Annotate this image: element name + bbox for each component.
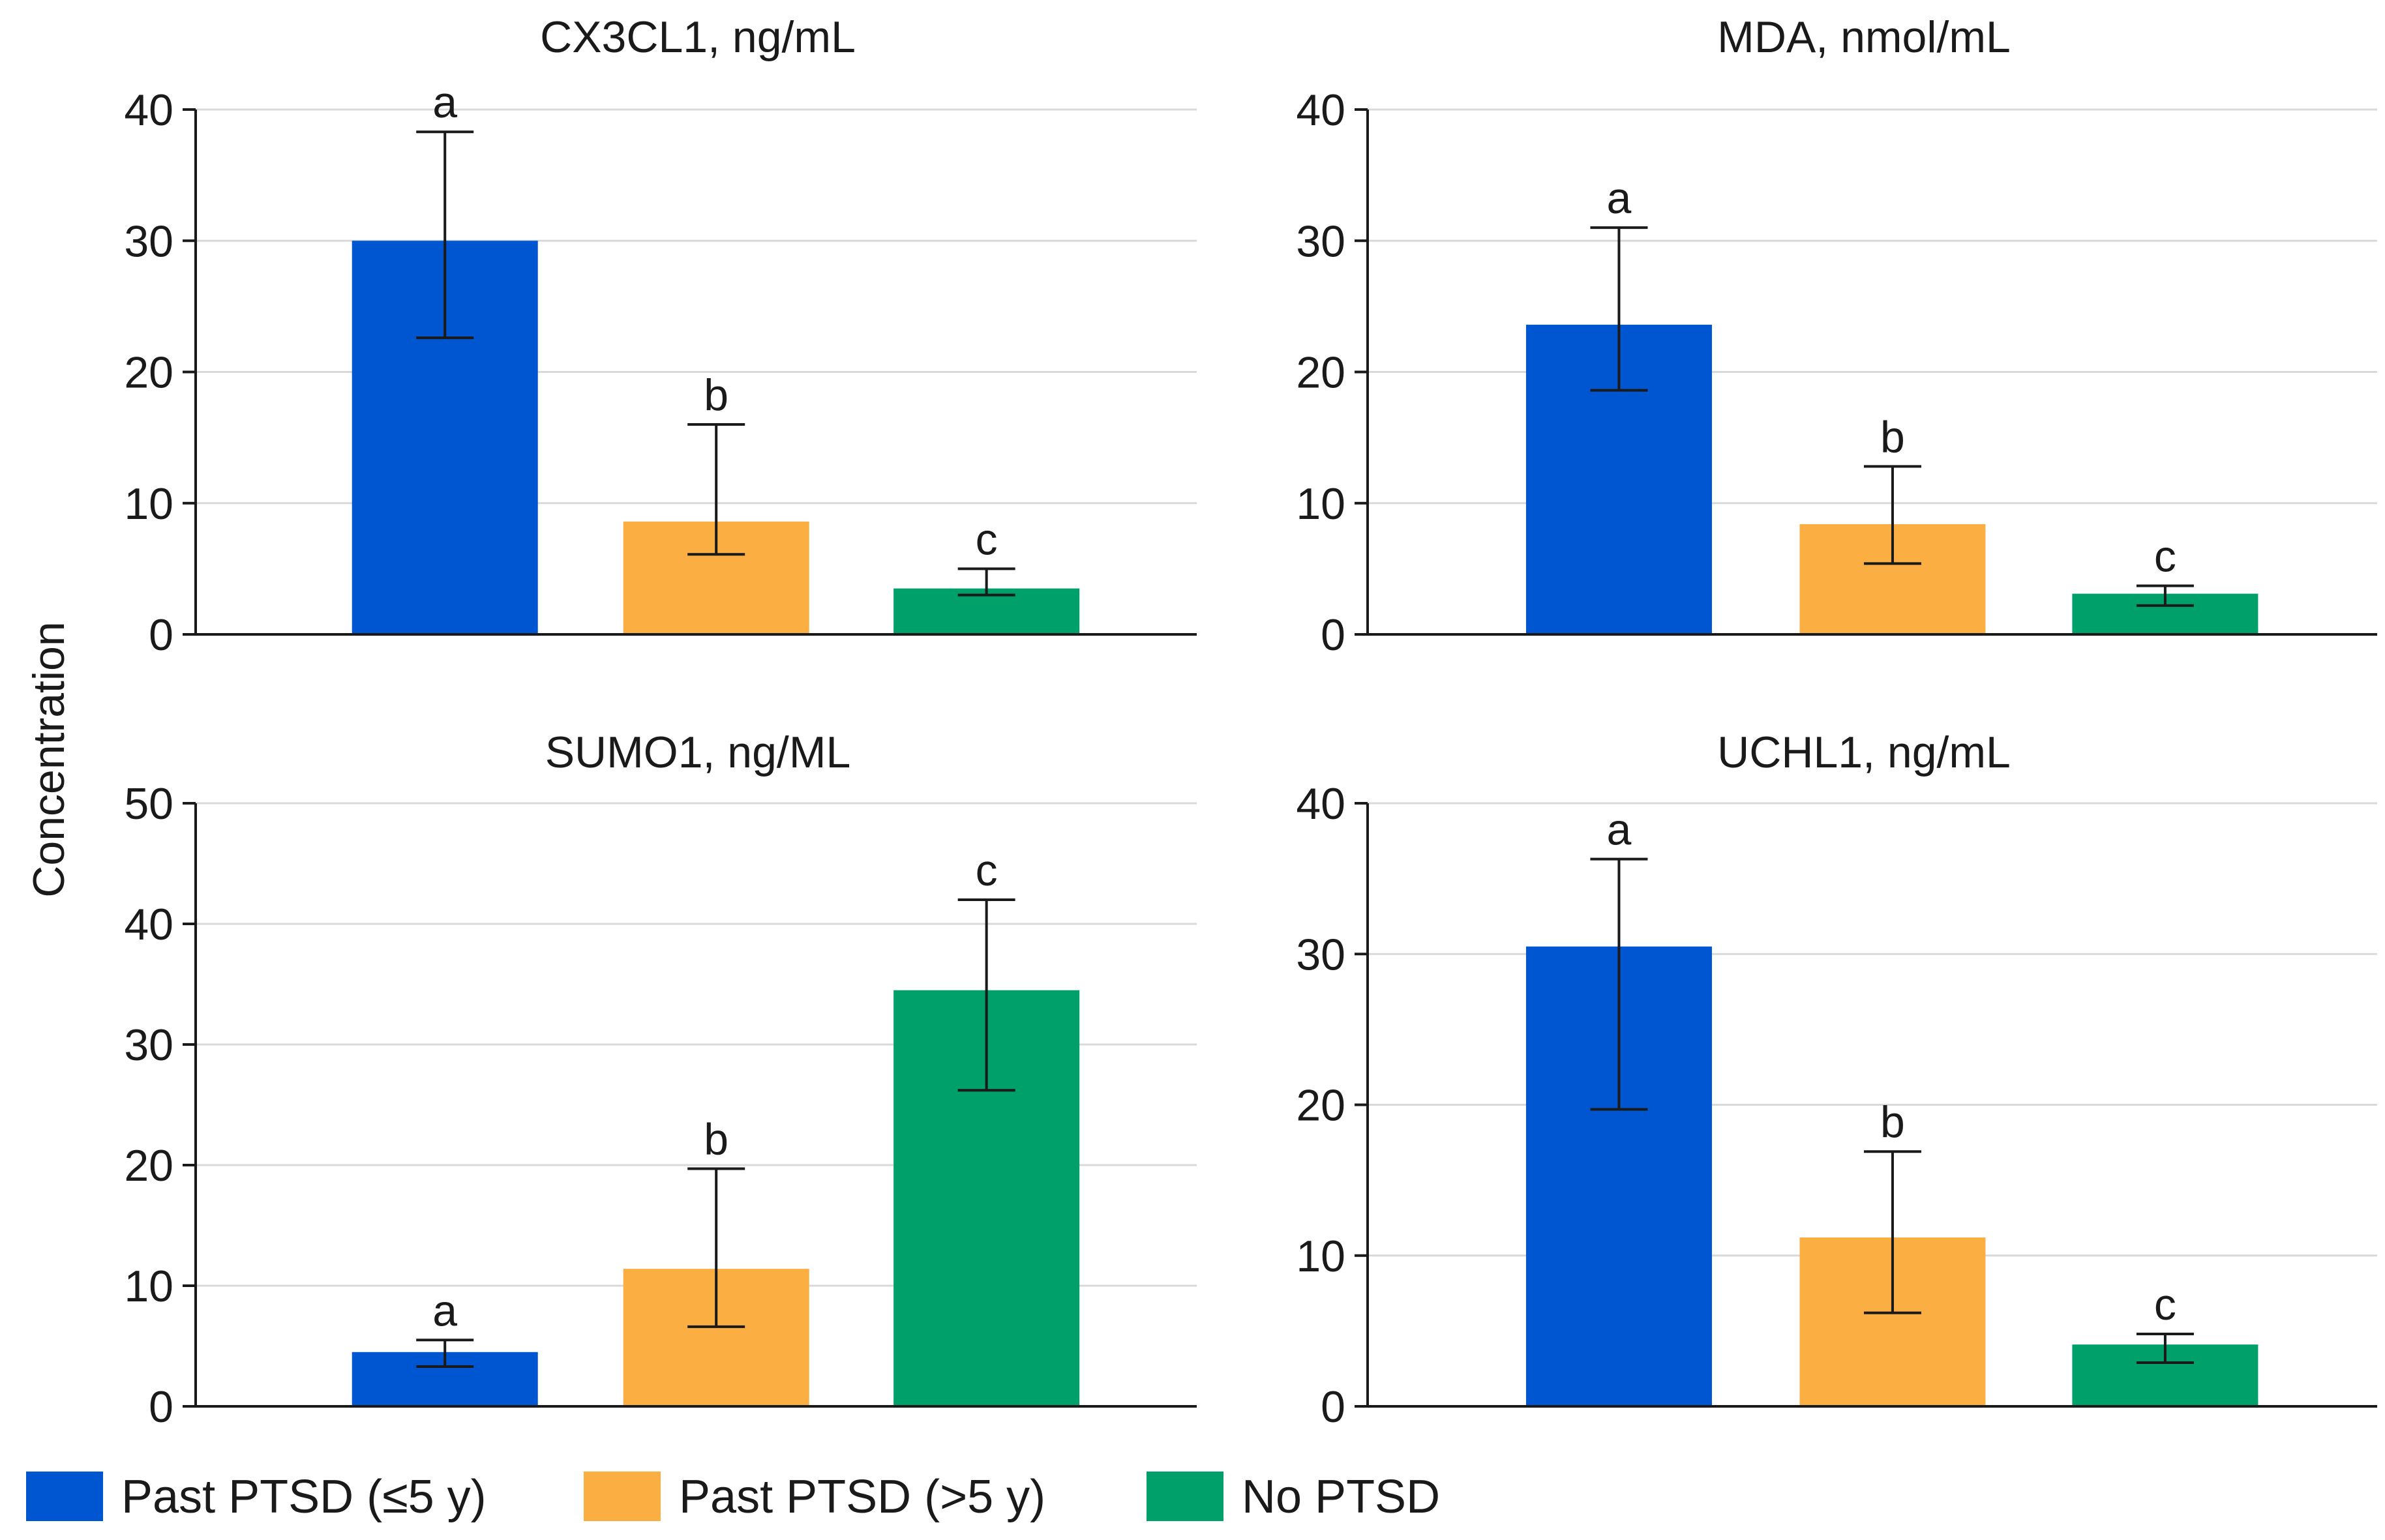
y-tick-label: 30 <box>124 216 173 266</box>
y-tick-label: 10 <box>1296 479 1345 529</box>
y-axis-title: Concentration <box>24 621 74 897</box>
legend-item: Past PTSD (≤5 y) <box>26 1471 487 1523</box>
legend-label: Past PTSD (≤5 y) <box>121 1471 487 1523</box>
y-tick-label: 0 <box>149 1382 173 1432</box>
legend-item: Past PTSD (>5 y) <box>584 1471 1045 1523</box>
y-tick-label: 20 <box>124 348 173 398</box>
y-tick-label: 40 <box>124 85 173 135</box>
significance-letter: c <box>976 846 998 895</box>
y-tick-label: 20 <box>124 1141 173 1191</box>
significance-letter: a <box>1607 173 1632 223</box>
y-tick-label: 10 <box>124 479 173 529</box>
significance-letter: b <box>1880 412 1905 462</box>
significance-letter: b <box>704 370 728 420</box>
y-tick-label: 0 <box>149 610 173 660</box>
legend-label: No PTSD <box>1242 1471 1440 1523</box>
significance-letter: c <box>2154 532 2176 582</box>
y-tick-label: 0 <box>1321 610 1345 660</box>
legend-label: Past PTSD (>5 y) <box>679 1471 1045 1523</box>
panel-4: UCHL1, ng/mL 0 10 20 30 40 a b c <box>1296 728 2377 1432</box>
y-tick-label: 20 <box>1296 1081 1345 1131</box>
panel-1: CX3CL1, ng/mL 0 10 20 30 40 a b c <box>124 12 1197 660</box>
significance-letter: a <box>432 78 457 127</box>
y-tick-label: 10 <box>124 1262 173 1311</box>
y-tick-label: 30 <box>1296 930 1345 979</box>
significance-letter: c <box>2154 1280 2176 1329</box>
significance-letter: a <box>432 1286 457 1335</box>
legend: Past PTSD (≤5 y) Past PTSD (>5 y) No PTSD <box>26 1471 1440 1523</box>
y-tick-label: 40 <box>124 900 173 949</box>
legend-swatch <box>584 1472 661 1521</box>
y-tick-label: 20 <box>1296 348 1345 398</box>
y-tick-label: 10 <box>1296 1232 1345 1281</box>
y-tick-label: 0 <box>1321 1382 1345 1432</box>
legend-swatch <box>26 1472 103 1521</box>
panel-3: SUMO1, ng/ML 0 10 20 30 40 50 a b c <box>124 728 1197 1432</box>
y-tick-label: 50 <box>124 779 173 829</box>
panel-title: MDA, nmol/mL <box>1717 12 2011 62</box>
y-tick-label: 40 <box>1296 779 1345 829</box>
panel-title: SUMO1, ng/ML <box>545 728 851 777</box>
panel-2: MDA, nmol/mL 0 10 20 30 40 a b c <box>1296 12 2377 660</box>
legend-item: No PTSD <box>1147 1471 1440 1523</box>
panel-title: UCHL1, ng/mL <box>1717 728 2011 777</box>
legend-swatch <box>1147 1472 1223 1521</box>
panel-title: CX3CL1, ng/mL <box>540 12 856 62</box>
y-tick-label: 40 <box>1296 85 1345 135</box>
significance-letter: b <box>704 1115 728 1164</box>
significance-letter: b <box>1880 1097 1905 1147</box>
significance-letter: c <box>976 514 998 564</box>
significance-letter: a <box>1607 805 1632 855</box>
y-tick-label: 30 <box>1296 216 1345 266</box>
y-tick-label: 30 <box>124 1020 173 1070</box>
